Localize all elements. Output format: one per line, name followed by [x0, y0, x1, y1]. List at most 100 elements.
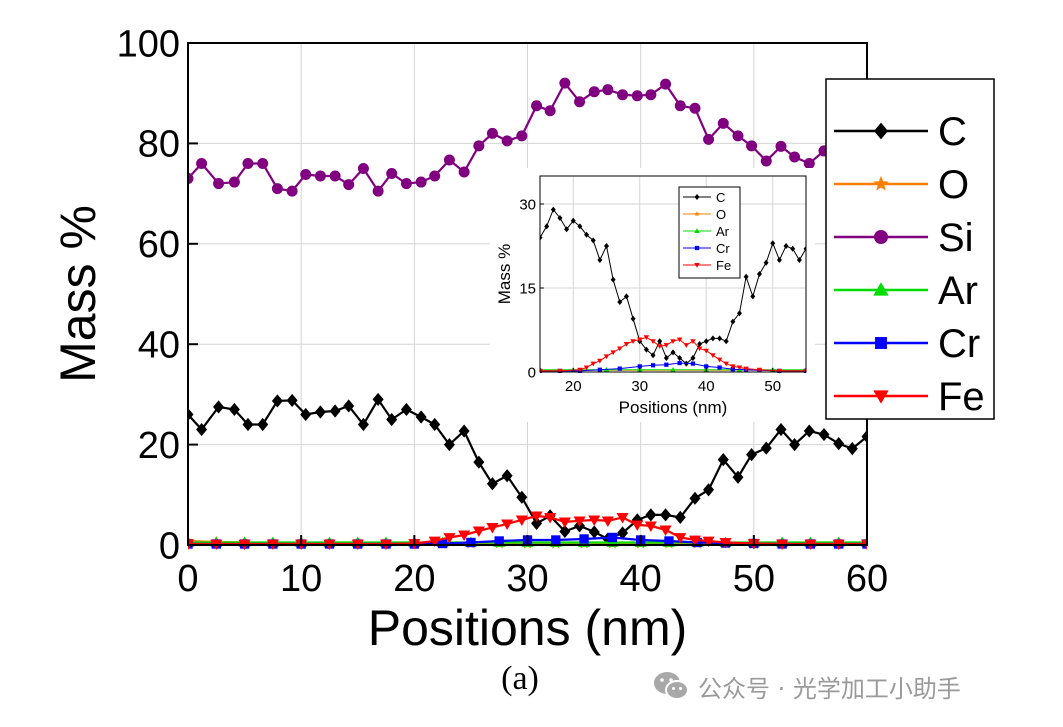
inset-legend-label-o: O: [716, 207, 726, 222]
inset-legend-marker-ar: [694, 228, 700, 233]
inset-y-tick-label: 0: [528, 364, 536, 381]
point-c: [818, 427, 830, 442]
legend-label-cr: Cr: [938, 322, 980, 366]
point-si: [559, 77, 571, 89]
inset-point-cr: [664, 362, 669, 367]
inset-point-c: [623, 293, 629, 300]
point-si: [242, 157, 254, 169]
point-si: [760, 155, 772, 167]
legend-marker-si: [874, 230, 888, 244]
legend-label-fe: Fe: [938, 375, 985, 419]
inset-point-c: [610, 276, 616, 283]
inset-point-c: [617, 299, 623, 305]
inset-point-fe: [716, 357, 723, 363]
point-si: [775, 140, 787, 152]
inset-point-c: [770, 240, 776, 247]
x-tick-label: 30: [506, 558, 548, 600]
inset-x-axis-label: Positions (nm): [619, 398, 728, 417]
inset-point-fe: [610, 350, 616, 356]
point-fe: [659, 525, 672, 536]
inset-point-fe: [623, 342, 630, 347]
point-fe: [674, 533, 687, 544]
point-fe: [188, 539, 195, 551]
point-si: [473, 140, 485, 152]
inset-legend-label-ar: Ar: [716, 224, 730, 239]
point-c: [660, 508, 672, 522]
point-c: [760, 441, 772, 455]
inset-point-fe: [690, 339, 696, 344]
point-c: [746, 448, 758, 462]
point-cr: [664, 536, 674, 546]
point-fe: [616, 512, 629, 524]
point-si: [789, 151, 801, 163]
point-si: [286, 185, 298, 197]
inset-point-fe: [756, 367, 763, 373]
legend-marker-cr: [875, 337, 887, 349]
y-tick-label: 20: [138, 425, 180, 467]
point-c: [357, 417, 369, 432]
point-si: [429, 170, 441, 182]
point-c: [473, 455, 485, 469]
x-tick-label: 20: [393, 558, 435, 600]
legend-label-si: Si: [938, 216, 974, 260]
inset-point-c: [584, 231, 590, 238]
point-c: [286, 393, 298, 408]
point-si: [531, 100, 543, 112]
point-fe: [558, 517, 571, 528]
inset-point-c: [783, 243, 789, 249]
inset-point-c: [540, 234, 543, 241]
legend-label-ar: Ar: [938, 269, 978, 313]
inset-point-c: [796, 257, 802, 263]
point-fe: [530, 511, 543, 522]
point-c: [559, 524, 571, 539]
watermark: 公众号 · 光学加工小助手: [652, 668, 961, 704]
inset-legend-label-fe: Fe: [716, 258, 731, 273]
point-c: [257, 417, 269, 432]
point-si: [372, 185, 384, 197]
point-si: [732, 130, 744, 142]
inset-point-c: [737, 310, 742, 317]
x-axis-label: Positions (nm): [368, 600, 688, 656]
legend-marker-o: [873, 175, 889, 191]
inset-point-cr: [677, 360, 682, 366]
point-c: [343, 399, 355, 413]
point-si: [645, 89, 657, 101]
point-fe: [443, 533, 456, 544]
point-c: [429, 417, 441, 432]
point-c: [717, 453, 729, 467]
point-si: [415, 176, 427, 188]
watermark-text: 公众号 · 光学加工小助手: [698, 674, 961, 703]
point-c: [188, 407, 194, 422]
inset-point-c: [677, 355, 683, 361]
point-si: [617, 89, 629, 101]
inset-point-fe: [590, 361, 596, 367]
inset-point-c: [657, 338, 663, 345]
point-c: [803, 424, 815, 438]
point-si: [674, 100, 686, 112]
inset-point-c: [790, 245, 796, 252]
x-tick-label: 40: [620, 558, 662, 600]
inset-point-c: [703, 338, 709, 345]
point-si: [631, 90, 643, 102]
point-c: [314, 405, 326, 419]
inset-point-c: [670, 349, 676, 356]
inset-point-cr: [650, 363, 656, 368]
point-si: [357, 163, 369, 174]
inset-x-tick-label: 20: [565, 378, 582, 395]
inset-point-fe: [670, 339, 676, 344]
point-si: [458, 166, 470, 178]
point-c: [486, 477, 498, 491]
inset-point-cr: [637, 364, 642, 369]
inset-plot-frame: [539, 175, 807, 373]
point-c: [674, 510, 686, 524]
legend-marker-ar: [873, 282, 889, 296]
legend-marker-c: [874, 122, 888, 140]
point-si: [689, 102, 701, 114]
x-tick-label: 50: [733, 558, 775, 600]
inset-plot: 20 30 40 50 0 15 30 Positions (nm) Mass % CO Ar Cr F…: [490, 168, 815, 422]
point-c: [531, 516, 543, 531]
inset-legend-marker-fe: [694, 263, 700, 268]
point-c: [617, 526, 629, 540]
point-fe: [515, 515, 528, 526]
